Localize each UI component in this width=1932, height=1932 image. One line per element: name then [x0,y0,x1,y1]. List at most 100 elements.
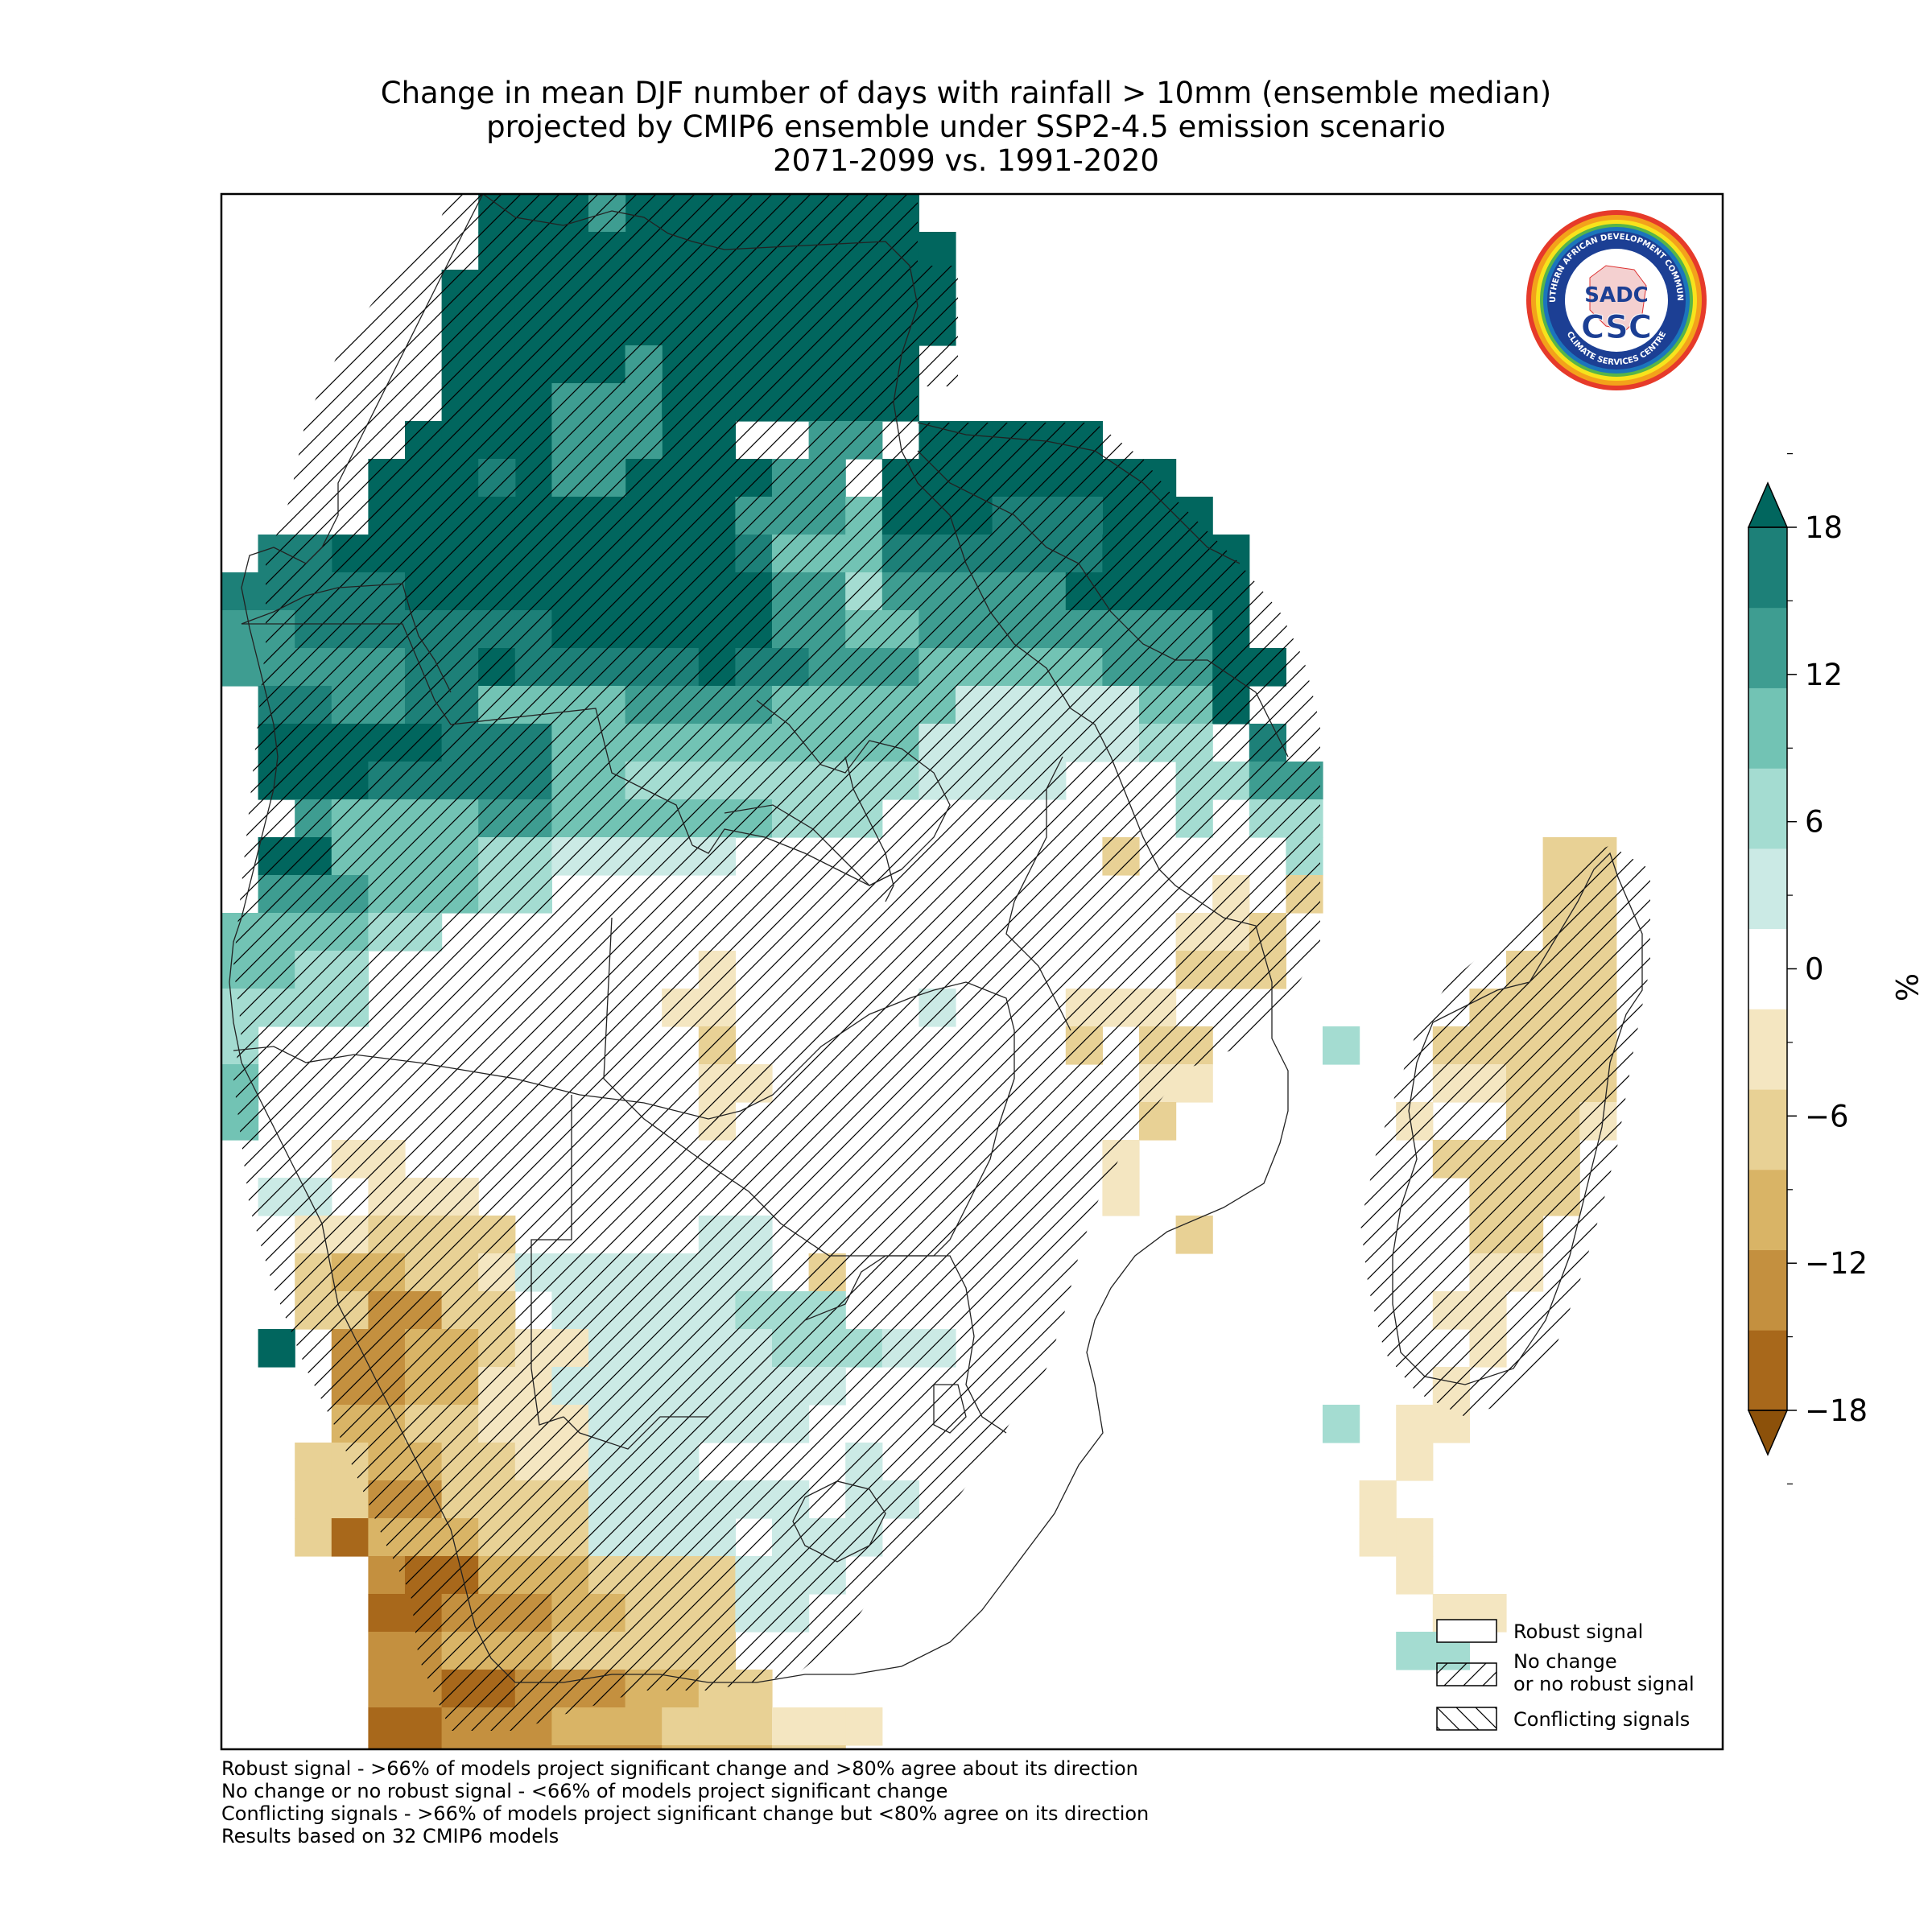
grid-cell [295,1518,332,1557]
colorbar-segment [1748,928,1787,1009]
grid-cell [368,1745,406,1749]
colorbar-segment [1748,1249,1787,1331]
grid-cell [1359,1480,1397,1519]
border-drc-zambia [691,700,951,886]
legend-robust-swatch [1436,1619,1497,1643]
grid-cell [514,1745,552,1749]
title-line-3: 2071-2099 vs. 1991-2020 [773,143,1159,178]
grid-cell [919,232,956,270]
border-uganda-kenya [917,422,1241,564]
border-angola-namibia [233,1046,741,1120]
signal-legend: Robust signal No change or no robust sig… [1436,1619,1695,1731]
grid-cell [698,1707,736,1746]
grid-cell [808,1745,846,1749]
grid-cell [295,1443,332,1481]
grid-cell [735,1745,773,1749]
grid-cell [368,1670,406,1708]
colorbar-extend-min [1747,1410,1789,1456]
colorbar-tick-label: −6 [1805,1099,1849,1133]
colorbar-segment [1748,527,1787,609]
grid-cell [1396,1632,1434,1670]
footnote-conflicting: Conflicting signals - >66% of models pro… [221,1802,1150,1825]
grid-cell [405,1745,443,1749]
grid-cell [1359,1518,1397,1557]
grid-cell [662,1745,700,1749]
footnote-nochange: No change or no robust signal - <66% of … [221,1780,948,1802]
grid-cell [845,1707,883,1746]
footnote-robust: Robust signal - >66% of models project s… [221,1757,1138,1780]
grid-cell [772,1707,810,1746]
grid-cell [368,1632,406,1670]
colorbar-segment [1748,607,1787,688]
grid-cell [258,1329,295,1368]
border-south-africa [853,1255,1007,1434]
border-angola-north [242,623,693,846]
logo-sadc-text: SADC [1584,283,1649,308]
grid-cell [625,1745,663,1749]
grid-cell [1323,1026,1360,1065]
colorbar-segment [1748,1009,1787,1090]
footnotes: Robust signal - >66% of models project s… [221,1757,1149,1847]
colorbar-segment [1748,768,1787,849]
grid-cell [808,1707,846,1746]
border-zimbabwe-mozambique [563,1078,1015,1450]
grid-cell [735,1707,773,1746]
grid-cell [368,1594,406,1633]
border-lesotho [792,1480,886,1563]
grid-cell [221,610,259,649]
grid-cell [1323,1405,1360,1443]
legend-conflicting-swatch [1436,1707,1497,1731]
grid-cell [662,1707,700,1746]
coastline-mainland [229,194,1289,1683]
grid-cell [368,1707,406,1746]
grid-cell [1102,1178,1140,1216]
border-zambia-zimbabwe [740,981,1015,1112]
grid-cell [478,1745,516,1749]
grid-cell [405,1707,443,1746]
legend-nochange-label-1: No change [1513,1650,1617,1673]
colorbar-segment [1748,1169,1787,1250]
border-namibia-botswana [530,1095,572,1426]
coastline-madagascar [1392,852,1643,1385]
colorbar-segment [1748,848,1787,930]
grid-cell [221,572,259,611]
colorbar-tick-label: −18 [1805,1393,1868,1428]
colorbar-segment [1748,1089,1787,1170]
border-eswatini [933,1384,967,1434]
title-line-2: projected by CMIP6 ensemble under SSP2-4… [486,109,1446,144]
colorbar-segment [1748,1330,1787,1411]
map-title: Change in mean DJF number of days with r… [0,76,1932,178]
colorbar-tick-label: 6 [1805,805,1824,840]
lake-tanganyika [844,756,894,902]
legend-nochange-swatch [1436,1662,1497,1686]
colorbar-tick-label: 12 [1805,658,1843,692]
colorbar: 18 12 6 0 −6 −12 −18 [1747,452,1868,1485]
border-malawi [1005,756,1071,1031]
grid-cell [625,1707,663,1746]
colorbar-unit-label: % [1890,972,1926,1002]
title-line-1: Change in mean DJF number of days with r… [380,76,1552,110]
grid-cell [331,1518,369,1557]
grid-cell [1396,1405,1434,1443]
grid-cell [772,1745,810,1749]
border-tanzania [917,450,1289,758]
grid-cell [1396,1518,1434,1557]
hatch-overlay [233,194,1650,1731]
grid-cell [441,1745,479,1749]
grid-cell [588,1707,626,1746]
country-boundaries [229,194,1643,1683]
grid-cell [551,1745,589,1749]
colorbar-tick-label: −12 [1805,1246,1868,1281]
hatch-region-mainland [233,194,1320,1731]
grid-cell [295,1480,332,1519]
legend-nochange-label-2: or no robust signal [1513,1673,1695,1695]
grid-cell [698,1745,736,1749]
border-zambia-drc [724,804,902,886]
grid-cell [1175,1216,1213,1254]
border-botswana-zimbabwe [603,917,853,1257]
grid-cell [588,1745,626,1749]
colorbar-tick-label: 18 [1805,510,1843,545]
colorbar-extend-max [1747,481,1789,528]
legend-conflicting-label: Conflicting signals [1513,1708,1690,1731]
